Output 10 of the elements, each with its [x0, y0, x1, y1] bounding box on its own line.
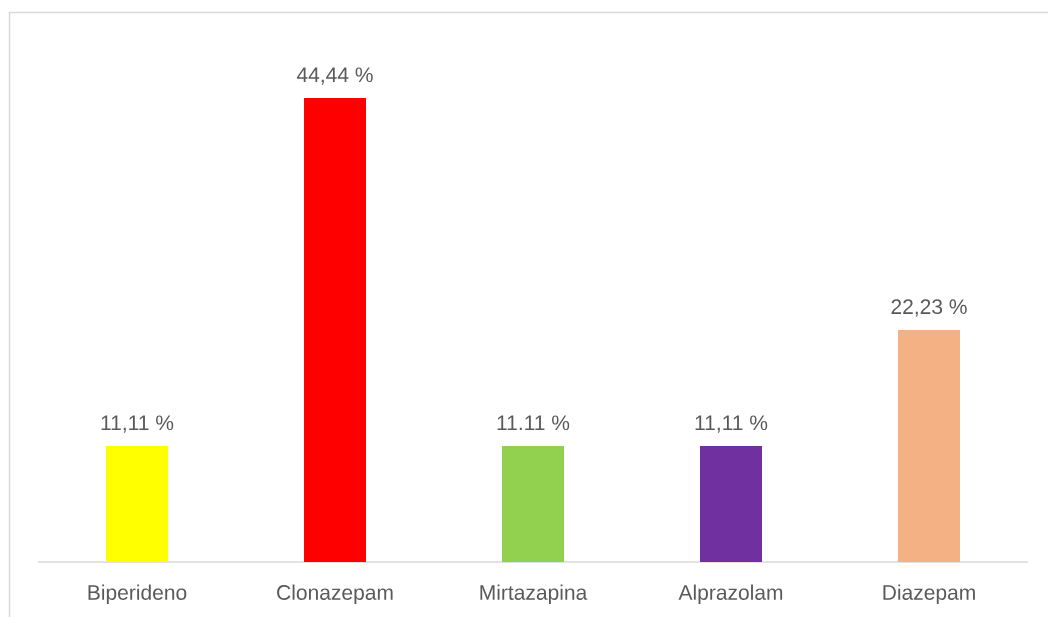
data-label: 11.11 %: [497, 415, 570, 431]
x-tick-label: Diazepam: [883, 584, 975, 605]
data-label: 44,44 %: [296, 67, 373, 85]
x-tick-label: Alprazolam: [678, 584, 783, 605]
x-tick-label: Clonazepam: [277, 584, 393, 605]
data-label: 11,11 %: [101, 415, 174, 433]
x-tick-label: Mirtazapina: [480, 584, 588, 605]
x-tick-label: Biperideno: [88, 584, 187, 605]
data-label: 11,11 %: [695, 415, 768, 433]
data-label: 22,23 %: [891, 299, 967, 317]
